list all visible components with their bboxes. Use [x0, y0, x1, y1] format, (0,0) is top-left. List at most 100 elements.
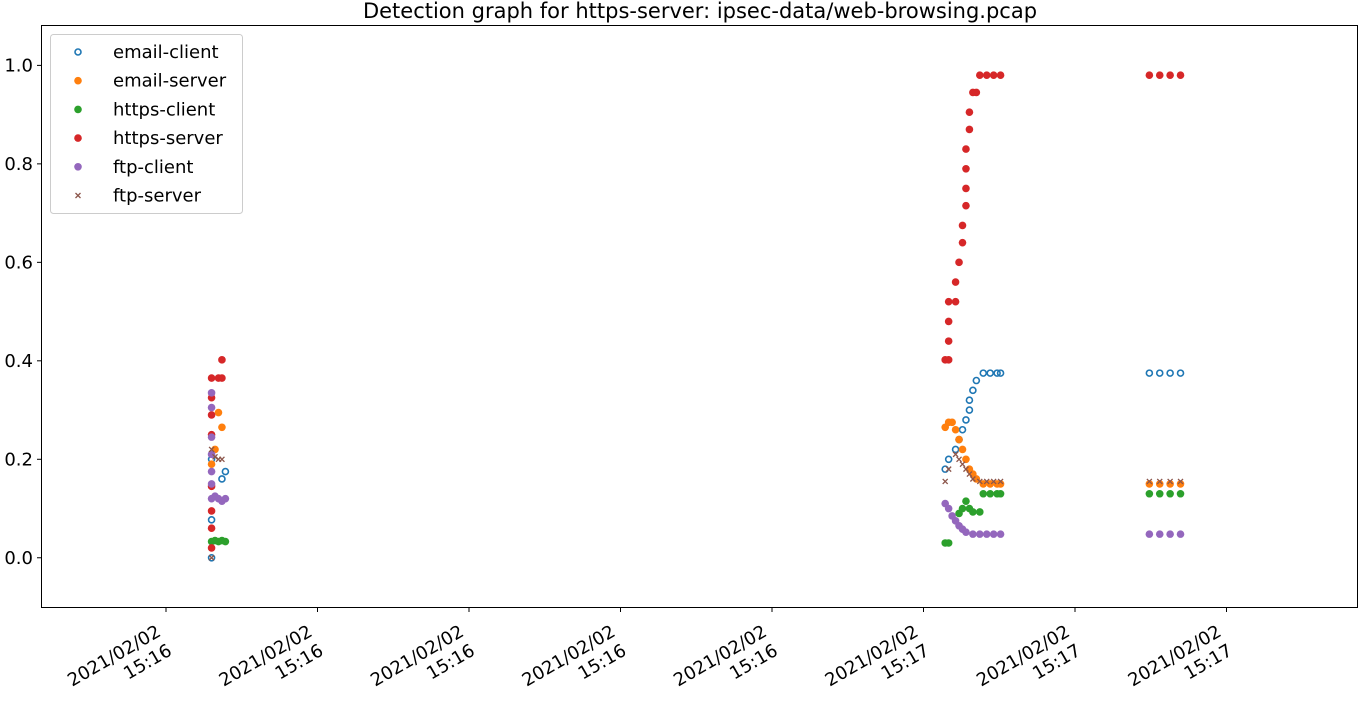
- y-axis: 0.0 0.2 0.4 0.6 0.8 1.0: [4, 55, 42, 569]
- email-client-point: [1155, 369, 1164, 377]
- https-server-point: [962, 164, 970, 173]
- ftp-server-point: [208, 554, 215, 561]
- email-server-point: [1145, 480, 1154, 488]
- https-server-point: [962, 184, 970, 193]
- ftp-server-point: [969, 476, 976, 482]
- email-client-point: [979, 369, 988, 377]
- email-client-point: [951, 445, 960, 454]
- x-axis: 2021/02/0215:16 2021/02/0215:16 2021/02/02…: [64, 607, 1236, 709]
- https-server-point: [958, 238, 967, 247]
- ftp-server-point: [1146, 478, 1153, 485]
- series-ftp-client: [207, 389, 1185, 538]
- ftp-server-point: [212, 453, 218, 460]
- https-server-point: [1155, 71, 1164, 80]
- email-client-point: [207, 516, 216, 524]
- email-server-point: [958, 445, 967, 454]
- ftp-server-point: [963, 466, 969, 473]
- email-client-point: [958, 425, 967, 434]
- series-email-client: [207, 369, 1185, 562]
- ftp-client-point: [996, 530, 1005, 538]
- email-server-point: [996, 480, 1005, 488]
- legend-label: ftp-client: [113, 157, 193, 178]
- https-server-point: [972, 88, 981, 97]
- email-client-point: [207, 553, 216, 562]
- email-client-point: [962, 416, 970, 424]
- https-client-point: [221, 537, 230, 546]
- x-tick-label: 2021/02/0215:16: [670, 621, 781, 709]
- https-server-point: [976, 71, 984, 80]
- legend-marker-email-server: [74, 76, 82, 85]
- ftp-server-point: [966, 471, 973, 478]
- ftp-client-point: [221, 494, 230, 503]
- ftp-server-point: [942, 478, 949, 485]
- https-client-point: [979, 489, 988, 498]
- ftp-client-point: [207, 450, 216, 459]
- https-client-point: [1176, 489, 1185, 498]
- ftp-server-point: [956, 456, 962, 463]
- ftp-client-point: [944, 504, 953, 513]
- y-tick-label: 0.0: [4, 548, 33, 569]
- https-server-point: [996, 71, 1005, 80]
- email-server-point: [951, 425, 960, 434]
- email-client-point: [996, 369, 1005, 377]
- ftp-client-point: [1145, 530, 1154, 538]
- x-tick-label: 2021/02/0215:17: [973, 621, 1084, 709]
- legend-label: ftp-server: [113, 186, 202, 207]
- legend-marker-ftp-server: [75, 192, 81, 199]
- ftp-server-point: [997, 478, 1004, 485]
- x-tick-label: 2021/02/0215:17: [1125, 621, 1236, 709]
- https-server-point: [944, 297, 953, 306]
- legend-marker-https-client: [74, 105, 82, 114]
- https-client-point: [958, 504, 967, 513]
- https-server-point: [207, 411, 216, 419]
- https-server-point: [944, 337, 953, 345]
- legend-marker-email-client: [74, 48, 82, 56]
- email-client-point: [965, 396, 974, 405]
- https-client-point: [962, 497, 970, 505]
- ftp-server-point: [952, 451, 959, 458]
- ftp-server-point: [959, 461, 966, 468]
- ftp-server-point: [983, 478, 990, 485]
- https-server-point: [965, 125, 974, 134]
- https-server-point: [207, 374, 216, 382]
- legend-label: email-server: [113, 71, 227, 92]
- ftp-client-point: [1166, 530, 1174, 538]
- ftp-server-point: [1156, 478, 1163, 485]
- legend-label: https-client: [113, 99, 215, 120]
- legend-label: email-client: [113, 42, 219, 63]
- https-server-point: [962, 145, 970, 153]
- https-server-point: [958, 221, 967, 230]
- ftp-client-point: [1176, 530, 1185, 538]
- https-server-point: [982, 71, 991, 80]
- ftp-client-point: [207, 403, 216, 412]
- https-server-point: [1145, 71, 1154, 80]
- ftp-server-point: [1167, 478, 1174, 485]
- email-server-point: [1166, 480, 1174, 488]
- series-https-client: [207, 489, 1185, 547]
- email-server-point: [1155, 480, 1164, 488]
- email-client-point: [1166, 369, 1174, 377]
- y-tick-label: 0.4: [4, 351, 33, 372]
- x-tick-label: 2021/02/0215:17: [822, 621, 933, 709]
- https-server-point: [962, 201, 970, 210]
- email-server-point: [214, 408, 223, 417]
- x-tick-label: 2021/02/0215:16: [216, 621, 327, 709]
- series-https-server: [207, 71, 1185, 552]
- https-client-point: [944, 539, 953, 547]
- https-client-point: [986, 489, 994, 498]
- https-client-point: [976, 508, 984, 516]
- email-server-point: [986, 480, 994, 488]
- https-server-point: [218, 356, 226, 364]
- y-tick-label: 0.8: [4, 154, 33, 175]
- https-server-point: [207, 544, 216, 552]
- email-client-point: [972, 376, 981, 385]
- ftp-client-point: [989, 530, 998, 538]
- email-server-point: [948, 418, 956, 427]
- https-server-point: [944, 317, 953, 326]
- legend: email-client email-server https-client http…: [50, 34, 243, 214]
- ftp-client-point: [962, 528, 970, 536]
- email-server-point: [979, 480, 988, 488]
- https-server-point: [989, 71, 998, 80]
- email-server-point: [218, 423, 226, 432]
